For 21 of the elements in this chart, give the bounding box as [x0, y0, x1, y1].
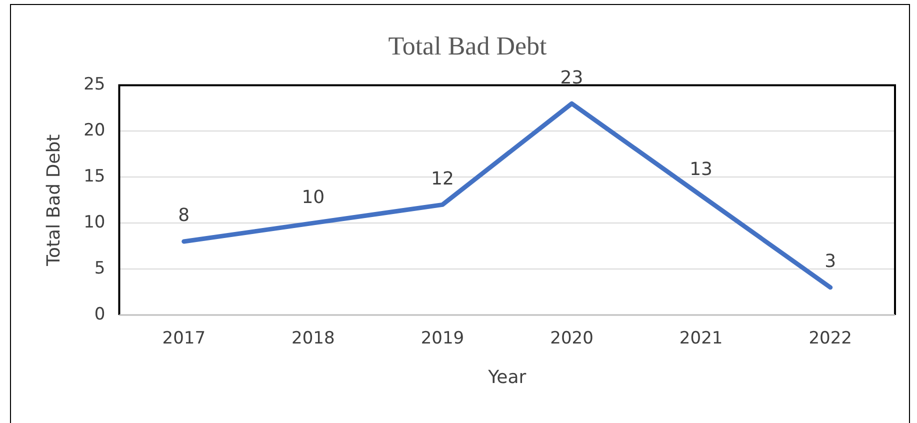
data-label: 8: [178, 205, 190, 226]
y-tick-label: 25: [84, 74, 106, 95]
y-tick-label: 20: [84, 120, 106, 141]
x-tick-label: 2022: [808, 328, 852, 349]
x-tick-label: 2017: [162, 328, 206, 349]
y-axis-title: Total Bad Debt: [43, 134, 64, 267]
chart-title: Total Bad Debt: [388, 31, 548, 60]
y-tick-label: 0: [94, 304, 106, 324]
x-tick-label: 2018: [292, 328, 335, 349]
data-label: 13: [690, 159, 713, 180]
x-tick-label: 2020: [550, 328, 594, 349]
data-label: 10: [302, 186, 325, 208]
y-tick-label: 10: [84, 212, 106, 232]
data-label: 23: [560, 67, 584, 88]
x-tick-label: 2019: [420, 328, 464, 349]
y-tick-label: 5: [94, 258, 106, 278]
y-tick-label: 15: [84, 166, 106, 187]
x-axis-title: Year: [487, 366, 527, 388]
data-label: 12: [431, 168, 454, 190]
data-label: 3: [824, 251, 836, 272]
x-tick-label: 2021: [679, 328, 723, 349]
